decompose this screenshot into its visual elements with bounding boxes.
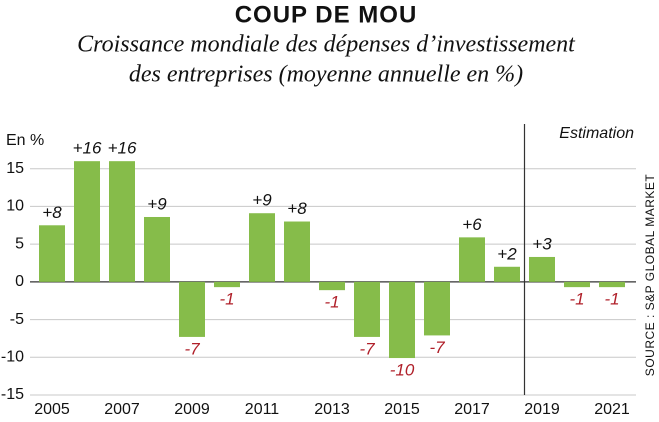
y-tick-label: 15: [6, 160, 24, 177]
value-label: +9: [252, 191, 272, 210]
bar: [144, 216, 170, 282]
x-tick-label: 2007: [104, 401, 140, 418]
value-label: -7: [359, 339, 375, 358]
value-label: -7: [429, 338, 445, 357]
value-label: -1: [604, 290, 619, 309]
bar: [459, 237, 485, 282]
bar: [214, 281, 240, 288]
value-label: -1: [324, 293, 339, 312]
value-label: -10: [390, 361, 415, 380]
bar: [389, 281, 415, 359]
y-tick-label: 0: [15, 273, 24, 290]
value-label: +8: [287, 199, 307, 218]
y-tick-label: 10: [6, 198, 24, 215]
chart-subtitle: des entreprises (moyenne annuelle en %): [129, 62, 523, 88]
value-label: +3: [532, 234, 552, 253]
value-label: -7: [184, 339, 200, 358]
annotation: Estimation: [559, 125, 634, 142]
bar: [354, 281, 380, 337]
y-tick-label: -5: [10, 311, 24, 328]
bar: [179, 281, 205, 337]
bar: [529, 256, 555, 282]
bar: [284, 221, 310, 282]
x-tick-label: 2011: [245, 401, 280, 418]
value-label: +16: [108, 139, 137, 158]
x-tick-label: 2009: [174, 401, 210, 418]
value-label: +2: [497, 244, 517, 263]
bar: [39, 225, 65, 282]
x-tick-label: 2015: [384, 401, 420, 418]
value-label: -1: [219, 290, 234, 309]
chart-subtitle: Croissance mondiale des dépenses d’inves…: [77, 32, 576, 58]
bar: [599, 281, 625, 288]
source: SOURCE : S&P GLOBAL MARKET: [643, 174, 657, 377]
x-tick-label: 2017: [454, 401, 490, 418]
x-tick-label: 2005: [34, 401, 70, 418]
bar: [319, 281, 345, 291]
value-label: +16: [73, 139, 102, 158]
x-tick-label: 2013: [314, 401, 350, 418]
y-tick-label: -10: [1, 349, 24, 366]
value-label: +8: [42, 203, 62, 222]
value-label: +6: [462, 215, 482, 234]
bar: [249, 213, 275, 282]
y-tick-label: -15: [1, 386, 24, 403]
value-label: +9: [147, 194, 167, 213]
bar: [424, 281, 450, 336]
x-tick-label: 2019: [524, 401, 560, 418]
chart-title: COUP DE MOU: [235, 1, 418, 28]
bar: [494, 266, 520, 282]
bar: [74, 161, 100, 282]
x-tick-label: 2021: [594, 401, 630, 418]
bar: [564, 281, 590, 288]
y-tick-label: 5: [15, 235, 24, 252]
bar: [109, 161, 135, 282]
value-label: -1: [569, 290, 584, 309]
y-axis-label: En %: [6, 132, 44, 149]
